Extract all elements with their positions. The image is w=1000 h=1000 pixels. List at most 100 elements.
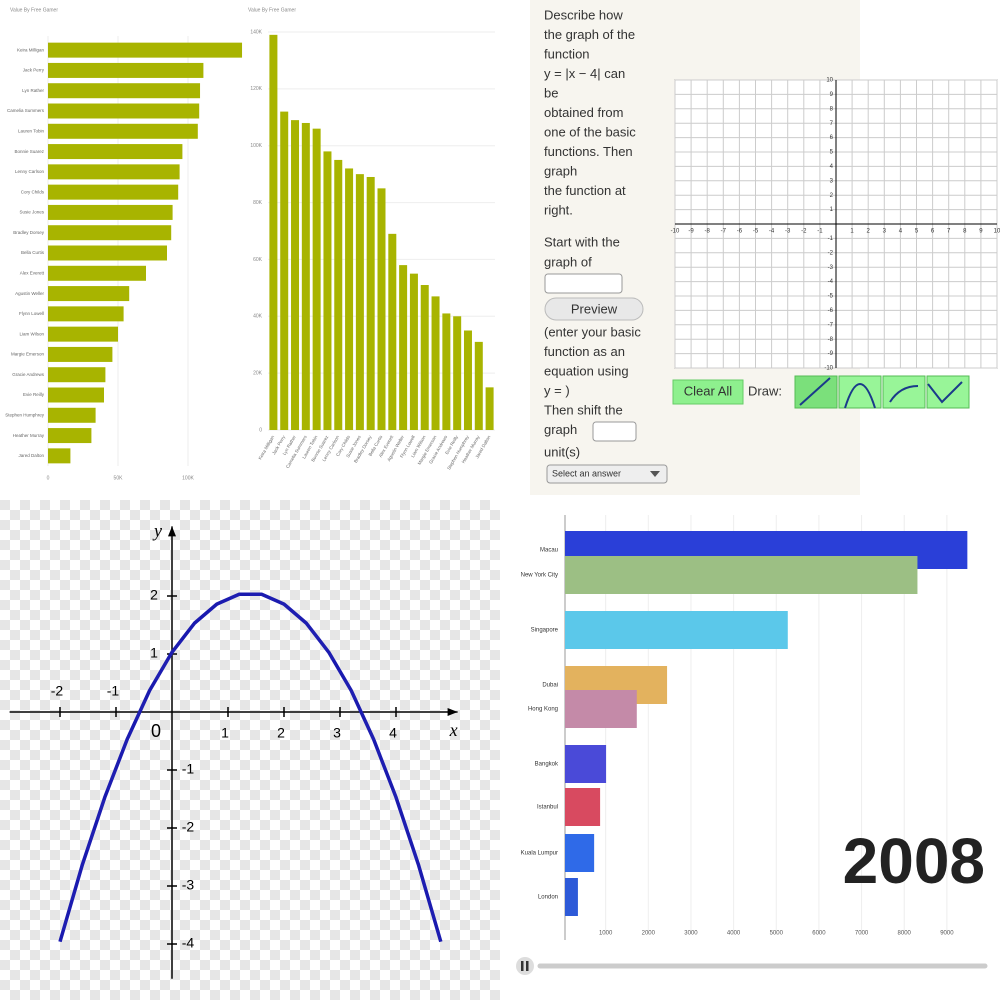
- panel-text: function: [544, 46, 590, 61]
- y-tick-label: -4: [182, 935, 195, 951]
- graph-y-label: 7: [830, 121, 834, 127]
- graph-x-label: -8: [705, 229, 711, 235]
- panel-text: graph: [544, 163, 577, 178]
- bar: [269, 34, 278, 430]
- graph-x-label: 8: [963, 229, 967, 235]
- bar: [442, 313, 451, 430]
- y-tick-label: Bella Curtis: [21, 250, 45, 255]
- bar: [565, 745, 607, 783]
- x-tick-label: 100K: [182, 475, 194, 481]
- draw-label: Draw:: [748, 383, 782, 398]
- y-tick-label: Stephen Humphrey: [5, 412, 45, 417]
- graph-x-label: 4: [899, 229, 903, 235]
- bar: [48, 448, 71, 464]
- y-tick-label: Dubai: [542, 683, 558, 689]
- graph-x-label: 7: [947, 229, 951, 235]
- y-tick-label: Hong Kong: [528, 707, 558, 713]
- y-tick-label: 0: [259, 427, 262, 433]
- y-arrow: [168, 526, 176, 537]
- preview-label[interactable]: Preview: [571, 301, 618, 316]
- x-tick-label: 4: [389, 725, 397, 741]
- bar: [301, 122, 310, 430]
- y-tick-label: Flynn Lowell: [19, 311, 44, 316]
- clear-label[interactable]: Clear All: [684, 383, 733, 398]
- bar: [48, 144, 183, 160]
- y-tick-label: Istanbul: [537, 805, 558, 811]
- bar: [48, 387, 104, 403]
- graph-y-label: -5: [828, 294, 834, 300]
- bar: [48, 265, 146, 281]
- graph-y-label: -3: [828, 265, 834, 271]
- select-label[interactable]: Select an answer: [552, 468, 621, 478]
- graph-y-label: 3: [830, 178, 834, 184]
- chart-title: Value By Free Gamer: [248, 7, 296, 13]
- y-tick-label: Lyn Rather: [22, 88, 44, 93]
- graph-x-label: -10: [671, 229, 680, 235]
- pause-bar: [521, 961, 524, 971]
- bar: [485, 387, 494, 430]
- x-axis-label: x: [449, 720, 458, 740]
- bar: [334, 159, 343, 430]
- draw-tool[interactable]: [838, 375, 882, 409]
- graph-x-label: -2: [801, 229, 807, 235]
- bar: [323, 151, 332, 430]
- x-tick-label: 2000: [642, 931, 656, 937]
- panel-text: Describe how: [544, 7, 623, 22]
- graph-x-label: -3: [785, 229, 791, 235]
- panel-text: Start with the: [544, 234, 620, 249]
- bar: [431, 296, 440, 430]
- draw-tool[interactable]: [882, 375, 926, 409]
- shift-input[interactable]: [592, 421, 637, 442]
- graph-y-label: -8: [828, 337, 834, 343]
- answer-input[interactable]: [544, 273, 623, 294]
- y-tick-label: Bonnie Suarez: [14, 149, 44, 154]
- panel-text: be: [544, 85, 558, 100]
- preview-button[interactable]: [544, 297, 644, 321]
- draw-tool[interactable]: [794, 375, 838, 409]
- y-tick-label: Margie Emerson: [11, 352, 45, 357]
- graph-x-label: -4: [769, 229, 775, 235]
- panel-text: Then shift the: [544, 402, 623, 417]
- bar: [48, 83, 201, 99]
- clear-button[interactable]: [672, 379, 744, 405]
- bar: [355, 174, 364, 430]
- graph-y-label: -1: [828, 236, 834, 242]
- play-button[interactable]: [516, 957, 534, 975]
- draw-tool-icon: [927, 381, 963, 404]
- chart-title: Value By Free Gamer: [10, 7, 58, 13]
- bar: [48, 407, 96, 423]
- x-tick-label: 1000: [599, 931, 613, 937]
- pause-bar: [526, 961, 529, 971]
- bar: [388, 233, 397, 430]
- bar: [453, 316, 462, 430]
- y-tick-label: -1: [182, 761, 195, 777]
- graph-y-label: 6: [830, 135, 834, 141]
- graph-x-label: 9: [979, 229, 983, 235]
- graph-x-label: 3: [883, 229, 887, 235]
- graph-y-label: 10: [826, 78, 833, 84]
- graph-y-label: 5: [830, 150, 834, 156]
- panel-text: obtained from: [544, 105, 624, 120]
- x-tick-label: 3: [333, 725, 341, 741]
- graph-y-label: 9: [830, 92, 834, 98]
- bar: [48, 245, 167, 261]
- y-tick-label: Macau: [540, 548, 558, 554]
- select-arrow: [650, 471, 660, 477]
- panel-text: the function at: [544, 183, 626, 198]
- answer-select[interactable]: [546, 464, 668, 484]
- bar: [377, 188, 386, 430]
- y-tick-label: London: [538, 895, 558, 901]
- y-tick-label: 2: [150, 587, 158, 603]
- graph-y-label: -9: [828, 351, 834, 357]
- graph-y-label: 4: [830, 164, 834, 170]
- graph-y-label: -7: [828, 322, 834, 328]
- x-tick-label: 5000: [770, 931, 784, 937]
- y-tick-label: Cory Childs: [21, 189, 45, 194]
- graph-x-label: -6: [737, 229, 743, 235]
- x-tick-label: 0: [151, 721, 161, 741]
- graph-y-label: 8: [830, 106, 834, 112]
- x-tick-label: 0: [47, 475, 50, 481]
- panel-text: y = |x − 4| can: [544, 66, 625, 81]
- graph-x-label: 1: [850, 229, 854, 235]
- graph-x-label: 2: [867, 229, 871, 235]
